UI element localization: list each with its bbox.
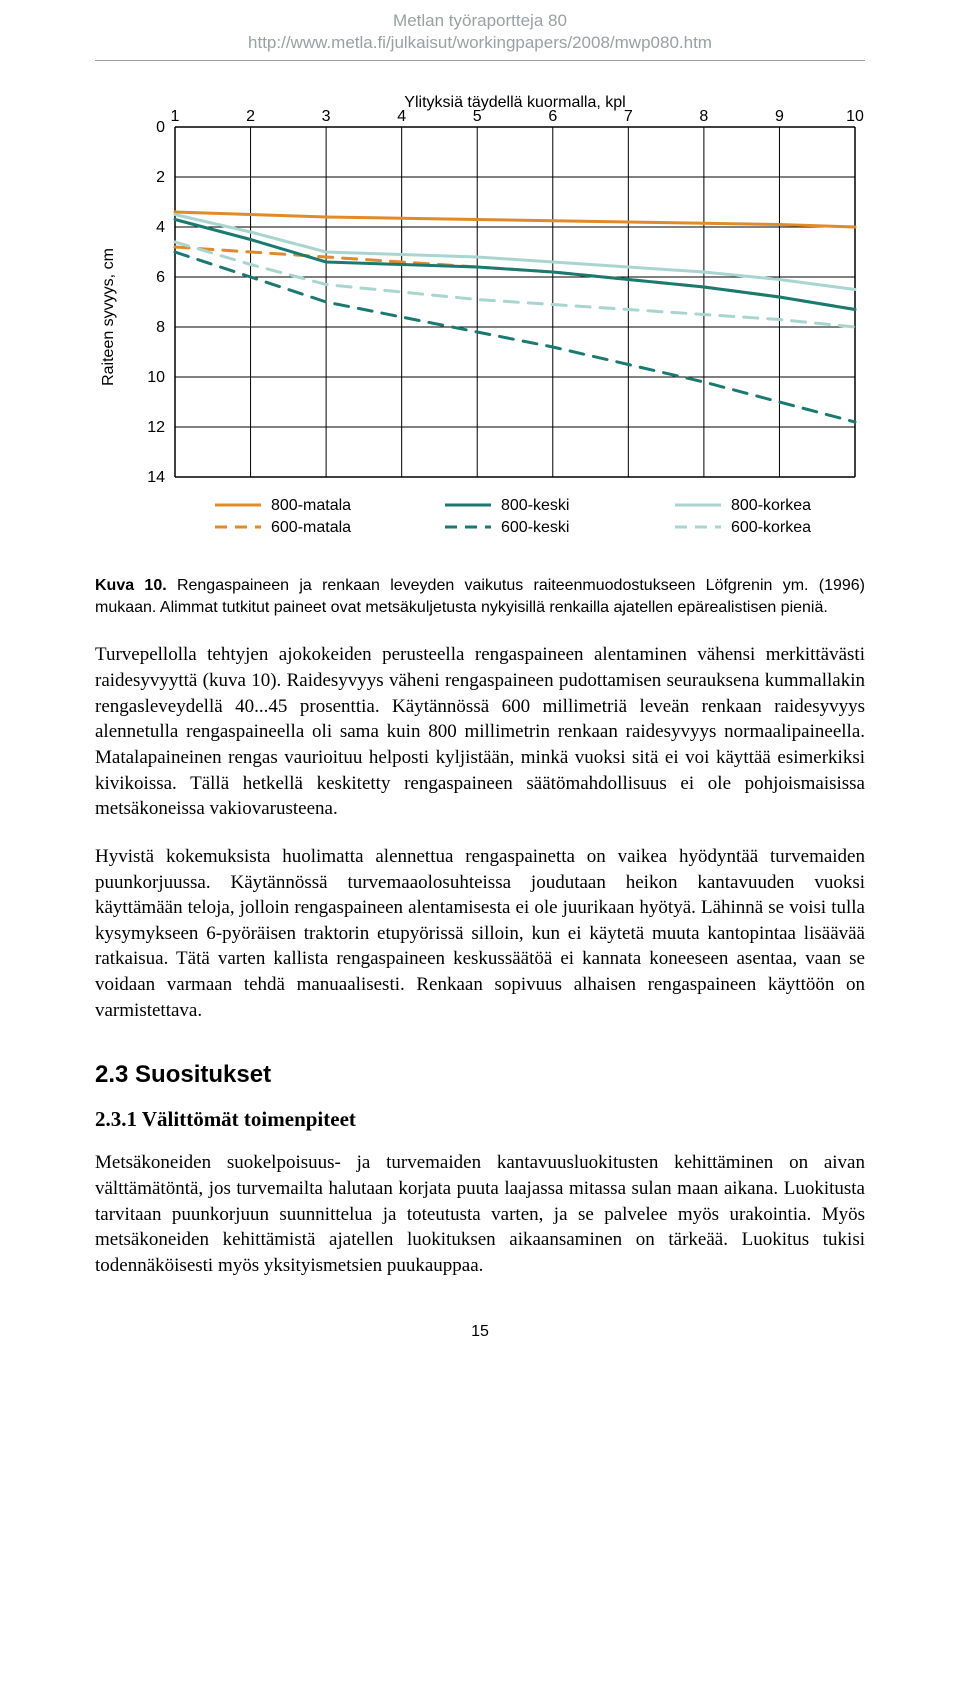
svg-text:800-matala: 800-matala <box>271 497 351 514</box>
chart-legend: 800-matala 600-matala 800-keski 600-keski 80… <box>215 497 811 536</box>
svg-text:6: 6 <box>156 269 165 286</box>
svg-text:12: 12 <box>147 419 165 436</box>
doc-url: http://www.metla.fi/julkaisut/workingpap… <box>95 32 865 54</box>
svg-text:4: 4 <box>397 108 406 125</box>
body-paragraph-2: Hyvistä kokemuksista huolimatta alennett… <box>95 844 865 1023</box>
svg-text:8: 8 <box>699 108 708 125</box>
y-tick-labels: 0 2 4 6 8 10 12 14 <box>147 119 165 486</box>
rut-depth-chart: Ylityksiä täydellä kuormalla, kpl Raitee… <box>95 87 865 557</box>
svg-text:2: 2 <box>156 169 165 186</box>
svg-text:3: 3 <box>322 108 331 125</box>
svg-text:6: 6 <box>548 108 557 125</box>
subsection-heading: 2.3.1 Välittömät toimenpiteet <box>95 1107 865 1132</box>
svg-text:600-korkea: 600-korkea <box>731 519 811 536</box>
section-heading: 2.3 Suositukset <box>95 1061 865 1089</box>
body-paragraph-3: Metsäkoneiden suokelpoisuus- ja turvemai… <box>95 1150 865 1278</box>
svg-text:7: 7 <box>624 108 633 125</box>
figure-caption-text: Rengaspaineen ja renkaan leveyden vaikut… <box>95 577 865 616</box>
doc-series: Metlan työraportteja 80 <box>95 10 865 32</box>
figure-label: Kuva 10. <box>95 577 167 594</box>
chart-svg: Ylityksiä täydellä kuormalla, kpl Raitee… <box>95 87 865 557</box>
body-paragraph-1: Turvepellolla tehtyjen ajokokeiden perus… <box>95 642 865 821</box>
svg-text:8: 8 <box>156 319 165 336</box>
svg-text:1: 1 <box>171 108 180 125</box>
figure-caption: Kuva 10. Rengaspaineen ja renkaan leveyd… <box>95 575 865 618</box>
page-number: 15 <box>95 1323 865 1341</box>
svg-text:600-keski: 600-keski <box>501 519 569 536</box>
svg-text:4: 4 <box>156 219 165 236</box>
svg-text:9: 9 <box>775 108 784 125</box>
header-rule <box>95 60 865 61</box>
svg-text:2: 2 <box>246 108 255 125</box>
y-axis-label: Raiteen syvyys, cm <box>100 248 117 386</box>
svg-text:14: 14 <box>147 469 165 486</box>
svg-text:800-korkea: 800-korkea <box>731 497 811 514</box>
svg-text:0: 0 <box>156 119 165 136</box>
svg-text:600-matala: 600-matala <box>271 519 351 536</box>
svg-text:10: 10 <box>147 369 165 386</box>
svg-text:5: 5 <box>473 108 482 125</box>
chart-series <box>175 212 855 422</box>
svg-text:10: 10 <box>846 108 864 125</box>
svg-text:800-keski: 800-keski <box>501 497 569 514</box>
doc-header: Metlan työraportteja 80 http://www.metla… <box>95 0 865 60</box>
chart-title: Ylityksiä täydellä kuormalla, kpl <box>404 94 625 111</box>
